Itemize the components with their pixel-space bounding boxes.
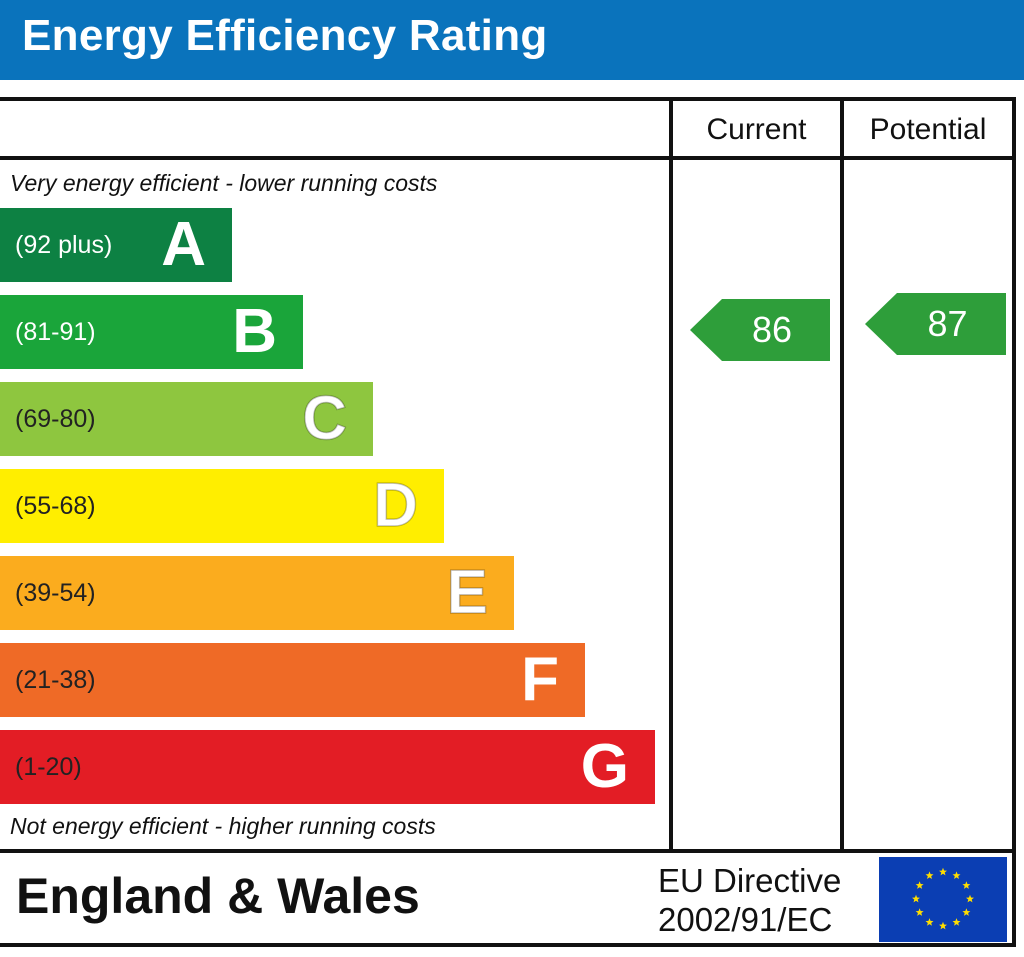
- band-c-letter: C: [301, 383, 347, 454]
- band-g-range: (1-20): [15, 753, 82, 781]
- band-a-letter: A: [161, 210, 206, 279]
- directive-line-2: 2002/91/EC: [658, 901, 833, 938]
- page-title: Energy Efficiency Rating: [22, 11, 548, 60]
- eu-star-icon: [962, 908, 971, 916]
- band-b-range: (81-91): [15, 318, 96, 346]
- band-b: (81-91) B: [0, 295, 303, 369]
- potential-rating-arrow: 87: [865, 293, 1006, 355]
- eu-star-icon: [939, 867, 947, 876]
- band-d-range: (55-68): [15, 492, 96, 520]
- eu-flag-icon: [879, 857, 1007, 942]
- band-g: (1-20) G: [0, 730, 655, 804]
- column-header-potential: Potential: [869, 113, 987, 146]
- band-e: (39-54) E: [0, 556, 514, 630]
- directive-line-1: EU Directive: [658, 862, 842, 899]
- note-inefficient: Not energy efficient - higher running co…: [10, 813, 436, 839]
- eu-star-icon: [915, 881, 924, 889]
- rating-table-frame: [0, 97, 1016, 947]
- header-divider: [0, 156, 1016, 160]
- eu-star-icon: [939, 921, 947, 930]
- current-rating-arrow: 86: [690, 299, 830, 361]
- band-e-range: (39-54): [15, 579, 96, 607]
- column-divider-right: [840, 97, 844, 849]
- band-b-letter: B: [232, 297, 277, 366]
- column-header-current: Current: [706, 113, 807, 146]
- band-d-letter: D: [372, 470, 418, 541]
- band-a-range: (92 plus): [15, 231, 113, 259]
- eu-stars: [912, 867, 974, 930]
- potential-arrow-shape: [865, 293, 1006, 355]
- eu-star-icon: [925, 871, 934, 880]
- eu-star-icon: [966, 894, 974, 903]
- column-divider-left: [669, 97, 673, 849]
- region-label: England & Wales: [16, 868, 420, 924]
- band-e-letter: E: [446, 557, 489, 628]
- eu-star-icon: [915, 908, 924, 916]
- eu-star-icon: [952, 918, 961, 926]
- band-c-range: (69-80): [15, 405, 96, 433]
- note-efficient: Very energy efficient - lower running co…: [10, 170, 438, 196]
- current-arrow-shape: [690, 299, 830, 361]
- eu-star-icon: [962, 881, 971, 889]
- footer-divider: [0, 849, 1016, 853]
- band-d: (55-68) D: [0, 469, 444, 543]
- potential-rating-value: 87: [927, 303, 968, 344]
- band-a: (92 plus) A: [0, 208, 232, 282]
- band-f-letter: F: [521, 645, 559, 714]
- band-f-range: (21-38): [15, 666, 96, 694]
- eu-star-icon: [925, 918, 934, 926]
- band-g-letter: G: [580, 732, 629, 801]
- current-rating-value: 86: [751, 309, 793, 350]
- eu-star-icon: [952, 871, 961, 880]
- band-c: (69-80) C: [0, 382, 373, 456]
- band-f: (21-38) F: [0, 643, 585, 717]
- eu-star-icon: [912, 894, 920, 903]
- title-bar: Energy Efficiency Rating: [0, 0, 1024, 80]
